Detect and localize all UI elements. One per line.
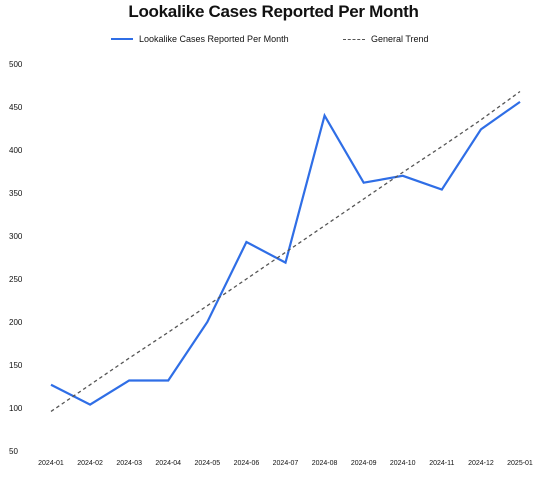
x-tick-label: 2024-04: [155, 460, 181, 467]
x-tick-label: 2025-01: [507, 460, 533, 467]
y-tick-label: 300: [9, 232, 23, 241]
legend-label-trend: General Trend: [371, 34, 429, 44]
y-tick-label: 500: [9, 60, 23, 69]
series-line-cases: [50, 100, 521, 406]
legend-item-trend: General Trend: [343, 34, 429, 44]
x-tick-label: 2024-05: [194, 460, 220, 467]
legend: Lookalike Cases Reported Per Month Gener…: [0, 34, 547, 50]
legend-swatch-cases: [111, 38, 133, 40]
y-tick-label: 350: [9, 189, 23, 198]
y-tick-label: 200: [9, 318, 23, 327]
x-tick-label: 2024-12: [468, 460, 494, 467]
y-tick-label: 250: [9, 275, 23, 284]
legend-label-cases: Lookalike Cases Reported Per Month: [139, 34, 289, 44]
x-tick-label: 2024-10: [390, 460, 416, 467]
x-tick-label: 2024-08: [312, 460, 338, 467]
x-tick-label: 2024-01: [38, 460, 64, 467]
y-tick-label: 400: [9, 146, 23, 155]
x-tick-label: 2024-09: [351, 460, 377, 467]
series-line-trend: [50, 90, 521, 412]
chart-title: Lookalike Cases Reported Per Month: [128, 2, 419, 21]
y-tick-label: 450: [9, 103, 23, 112]
x-tick-label: 2024-11: [429, 460, 454, 467]
x-tick-label: 2024-02: [77, 460, 103, 467]
y-tick-label: 150: [9, 361, 23, 370]
y-tick-label: 50: [9, 447, 18, 456]
x-tick-label: 2024-03: [116, 460, 142, 467]
y-tick-label: 100: [9, 404, 23, 413]
x-tick-label: 2024-07: [273, 460, 299, 467]
legend-swatch-trend: [343, 38, 365, 40]
x-tick-label: 2024-06: [234, 460, 260, 467]
legend-item-cases: Lookalike Cases Reported Per Month: [111, 34, 289, 44]
